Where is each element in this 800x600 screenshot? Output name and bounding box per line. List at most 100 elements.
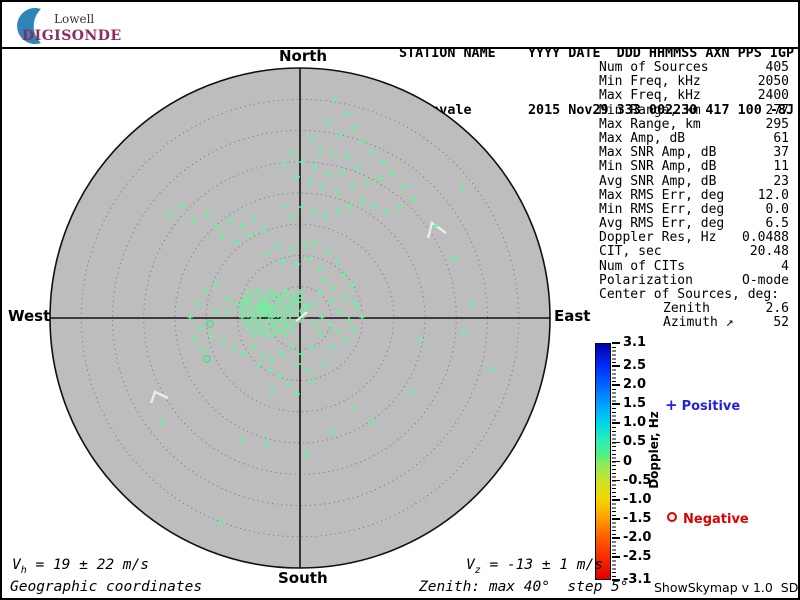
stat-label: Max RMS Err, deg: [599, 187, 725, 203]
negative-point: [206, 319, 215, 328]
stat-value: O-mode: [742, 272, 789, 288]
stat-value: 2050: [757, 74, 789, 90]
footer-vh: Vh = 19 ± 22 m/s: [12, 557, 149, 576]
colorbar-tick-label: 2.0: [623, 377, 647, 393]
stat-row: Max Freq, kHz 2400: [599, 88, 789, 104]
stat-value: 277: [765, 102, 789, 118]
stat-value: 61: [773, 130, 789, 146]
drift-arrow-icon: [426, 221, 447, 239]
negative-points: [203, 319, 215, 363]
stat-value: 2400: [757, 88, 789, 104]
stat-label: Min RMS Err, deg: [599, 201, 725, 217]
stat-value: 405: [765, 60, 789, 75]
colorbar-tick: [612, 403, 620, 405]
circle-icon: [667, 512, 677, 522]
stat-value: 23: [773, 173, 789, 189]
plus-icon: +: [665, 396, 678, 414]
compass-label-west: West: [8, 307, 51, 325]
stat-value: 6.5: [765, 216, 789, 232]
legend-negative-label: Negative: [683, 512, 749, 527]
vh-symbol: V: [12, 557, 21, 573]
legend-negative: Negative: [667, 512, 749, 527]
legend-positive: + Positive: [665, 396, 740, 414]
stat-value: 0.0: [765, 201, 789, 217]
colorbar-tick-label: -1.5: [623, 510, 652, 526]
colorbar-tick: [612, 384, 620, 386]
stat-label: Zenith: [663, 301, 710, 317]
colorbar-tick: [612, 579, 620, 581]
stat-value: 52: [773, 315, 789, 331]
colorbar-tick: [612, 556, 620, 558]
colorbar-tick: [612, 537, 620, 539]
stat-row: Num of Sources 405: [599, 60, 789, 75]
colorbar-tick-label: -2.5: [623, 549, 652, 565]
stat-label: Min SNR Amp, dB: [599, 159, 717, 175]
stat-label: Doppler Res, Hz: [599, 230, 717, 246]
stat-label: Avg RMS Err, deg: [599, 216, 725, 232]
stat-row: Min Freq, kHz 2050: [599, 74, 789, 90]
stats-panel: Num of Sources 405 Min Freq, kHz 2050 Max Fr…: [599, 60, 789, 330]
colorbar-tick: [612, 518, 620, 520]
colorbar-tick-label: -2.0: [623, 529, 652, 545]
drift-arrows: [149, 221, 447, 404]
negative-point: [203, 354, 212, 363]
stat-row: Azimuth ↗ 52: [599, 315, 789, 331]
stat-row: Polarization O-mode: [599, 272, 789, 288]
stat-label: CIT, sec: [599, 244, 662, 260]
footer-version: ShowSkymap v 1.0 SD v 5.1: [654, 580, 799, 595]
doppler-axis-label: Doppler, Hz: [647, 411, 661, 489]
stat-label: Min Freq, kHz: [599, 74, 701, 90]
drift-arrow-icon: [149, 390, 169, 404]
stat-label: Max Range, km: [599, 116, 701, 132]
vh-value: = 19 ± 22 m/s: [26, 557, 149, 573]
center-marker: [295, 311, 308, 322]
stat-row: Max Range, km 295: [599, 116, 789, 132]
stat-value: 12.0: [757, 187, 789, 203]
colorbar-tick-label: 1.5: [623, 396, 647, 412]
colorbar-tick: [612, 422, 620, 425]
stat-label: Center of Sources, deg:: [599, 287, 780, 302]
stat-row: Min Range, km 277: [599, 102, 789, 118]
stat-row: Min SNR Amp, dB 11: [599, 159, 789, 175]
logo-crescent-icon: [17, 7, 41, 44]
stat-label: Max Amp, dB: [599, 130, 686, 146]
stat-value: 0.0488: [742, 230, 789, 246]
vz-value: = -13 ± 1 m/s: [480, 557, 603, 573]
logo-digisonde-text: DIGISONDE: [22, 28, 122, 44]
stat-value: 37: [773, 145, 789, 161]
colorbar-tick: [612, 498, 620, 501]
footer-coordinates: Geographic coordinates: [10, 579, 203, 595]
stat-row: CIT, sec 20.48: [599, 244, 789, 260]
stat-label: Num of CITs: [599, 258, 686, 274]
stat-row: Num of CITs 4: [599, 258, 789, 274]
vz-subscript: z: [474, 564, 481, 576]
stat-label: Max SNR Amp, dB: [599, 145, 717, 161]
stat-label: Max Freq, kHz: [599, 88, 701, 104]
compass-label-north: North: [279, 47, 328, 65]
colorbar-tick-label: -0.5: [623, 472, 652, 488]
stat-row: Doppler Res, Hz 0.0488: [599, 230, 789, 246]
colorbar-gradient: [595, 343, 611, 580]
lowell-logo: Lowell DIGISONDE: [10, 6, 130, 46]
vh-subscript: h: [20, 564, 27, 576]
footer-vz: Vz = -13 ± 1 m/s: [466, 557, 603, 576]
colorbar-tick-label: -1.0: [623, 491, 652, 507]
stat-label: Azimuth ↗: [663, 315, 734, 331]
colorbar-tick-label: 2.5: [623, 357, 647, 373]
stat-value: 20.48: [749, 244, 789, 260]
compass-label-east: East: [554, 307, 591, 325]
colorbar-tick: [612, 342, 620, 344]
compass-label-south: South: [278, 569, 328, 587]
stat-row: Min RMS Err, deg 0.0: [599, 201, 789, 217]
scatter-points: [159, 96, 494, 525]
colorbar-tick: [612, 460, 620, 463]
station-columns-line: STATION NAME YYYY DATE DDD HHMMSS AXN PP…: [399, 46, 795, 61]
colorbar-tick-label: 0: [623, 453, 633, 469]
colorbar-tick-label: -3.1: [623, 572, 652, 587]
colorbar-tick-label: 3.1: [623, 335, 647, 350]
vz-symbol: V: [466, 557, 475, 573]
stat-value: 11: [773, 159, 789, 175]
stat-label: Polarization: [599, 272, 693, 288]
